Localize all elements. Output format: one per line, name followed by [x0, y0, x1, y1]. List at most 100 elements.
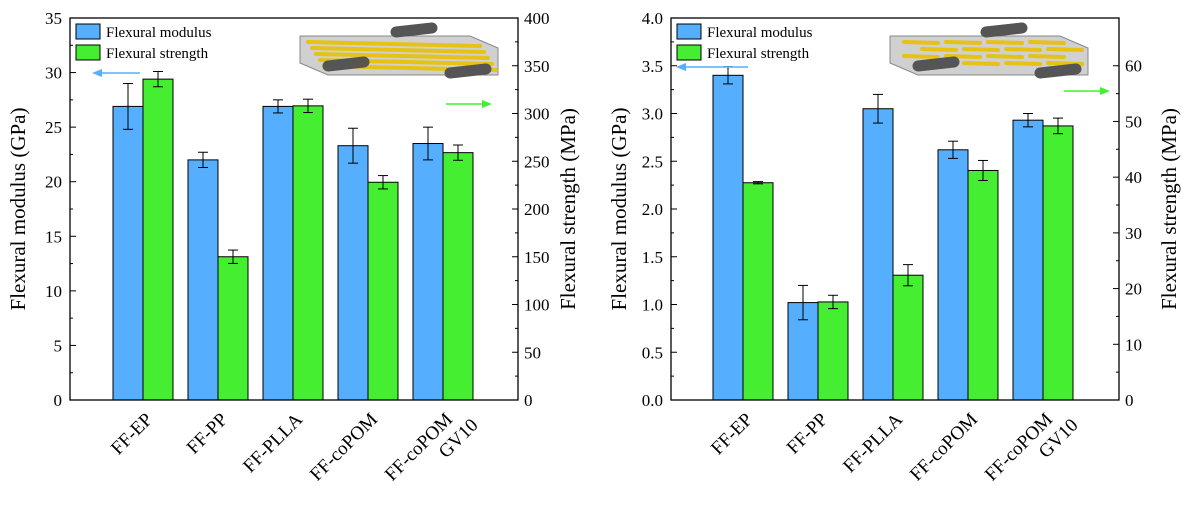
- error-bar-modulus-4: [348, 127, 358, 164]
- x-tick-label: FF-EP: [707, 409, 757, 459]
- x-tick-label-group: FF-PLLA: [239, 409, 307, 477]
- y-tick-label-left: 0.0: [642, 391, 663, 410]
- inset-roller-1: [980, 22, 1028, 38]
- error-bar-strength-4: [378, 175, 388, 190]
- x-tick-label-line: FF-coPOM: [306, 409, 382, 485]
- y-tick-label-right: 350: [524, 57, 550, 76]
- x-tick-label-group: FF-coPOMGV10: [381, 399, 483, 501]
- inset-fiber-segment: [986, 40, 1024, 45]
- y-tick-label-left: 10: [45, 282, 62, 301]
- x-tick-label: FF-EP: [107, 409, 157, 459]
- y-tick-label-right: 300: [524, 105, 550, 124]
- legend-swatch-modulus: [676, 23, 702, 40]
- inset-fiber: [310, 46, 486, 54]
- x-tick-label-line: FF-PLLA: [839, 409, 907, 477]
- y-tick-label-left: 15: [45, 227, 62, 246]
- legend-swatch-modulus: [75, 23, 101, 40]
- y-tick-label-right: 20: [1125, 280, 1142, 299]
- y-axis-title-right: Flexural strength (MPa): [556, 108, 580, 310]
- inset-fiber-segment: [944, 40, 982, 45]
- bar-modulus-4: [337, 145, 369, 401]
- arrow-right-icon: [482, 100, 492, 108]
- legend: Flexural modulus Flexural strength: [676, 23, 813, 62]
- bar-modulus-1: [712, 74, 744, 401]
- bar-strength-5: [442, 152, 474, 401]
- error-bar-modulus-2: [798, 284, 808, 321]
- arrow-right-icon: [1100, 87, 1110, 95]
- bar-strength-5: [1042, 125, 1074, 401]
- x-tick-label-line: FF-PLLA: [239, 409, 307, 477]
- bar-strength-3: [892, 274, 924, 401]
- y-tick-label-right: 50: [524, 343, 541, 362]
- y-tick-label-left: 1.5: [642, 248, 663, 267]
- bar-modulus-3: [262, 105, 294, 401]
- arrow-left-icon: [676, 63, 686, 71]
- y-tick-label-left: 5: [54, 336, 63, 355]
- bar-strength-2: [217, 256, 249, 401]
- y-tick-label-left: 0.5: [642, 343, 663, 362]
- y-tick-label-left: 2.0: [642, 200, 663, 219]
- x-tick-label-line: FF-EP: [107, 409, 157, 459]
- y-tick-label-left: 0: [54, 391, 63, 410]
- inset-fiber-schematic: [299, 22, 499, 79]
- bar-modulus-1: [112, 105, 144, 401]
- x-tick-label-group: FF-PP: [183, 409, 232, 458]
- y-axis-title-left: Flexural modulus (GPa): [607, 108, 631, 311]
- inset-roller-3: [1034, 63, 1082, 79]
- chart-panel-1: 05101520253035050100150200250300350400FF…: [6, 9, 580, 501]
- y-tick-label-left: 3.5: [642, 57, 663, 76]
- x-tick-label-line: FF-coPOM: [906, 409, 982, 485]
- x-tick-label-group: FF-PP: [783, 409, 832, 458]
- x-tick-label: FF-coPOMGV10: [381, 399, 483, 501]
- bar-modulus-5: [1012, 119, 1044, 401]
- inset-fiber-segment: [902, 40, 940, 45]
- error-bar-strength-3: [303, 98, 313, 114]
- bar-strength-4: [367, 181, 399, 401]
- x-tick-label-line: FF-PP: [783, 409, 832, 458]
- x-tick-label: FF-coPOMGV10: [981, 399, 1083, 501]
- error-bar-modulus-3: [873, 93, 883, 124]
- y-tick-label-left: 1.0: [642, 296, 663, 315]
- legend-label-modulus: Flexural modulus: [106, 25, 212, 41]
- y-tick-label-right: 200: [524, 200, 550, 219]
- x-tick-label: FF-PP: [783, 409, 832, 458]
- axis-arrows: [92, 69, 492, 108]
- inset-fiber-segment: [1046, 47, 1084, 52]
- y-tick-label-left: 25: [45, 118, 62, 137]
- y-tick-label-right: 250: [524, 152, 550, 171]
- y-tick-label-right: 0: [524, 391, 533, 410]
- error-bar-strength-1: [753, 181, 763, 185]
- bar-modulus-3: [862, 108, 894, 401]
- y-tick-label-right: 30: [1125, 224, 1142, 243]
- x-tick-label-group: FF-EP: [107, 409, 157, 459]
- error-bar-modulus-4: [948, 140, 958, 159]
- bar-strength-1: [742, 182, 774, 401]
- error-bar-strength-2: [228, 249, 238, 264]
- inset-fiber-segment: [1004, 47, 1042, 52]
- y-tick-label-right: 150: [524, 248, 550, 267]
- legend-swatch-strength: [676, 44, 702, 61]
- inset-fiber-segment: [1028, 54, 1066, 59]
- legend-label-strength: Flexural strength: [707, 46, 810, 62]
- error-bar-modulus-2: [198, 151, 208, 169]
- legend: Flexural modulus Flexural strength: [75, 23, 212, 62]
- inset-roller-3: [444, 63, 492, 79]
- inset-fiber-schematic: [889, 22, 1089, 79]
- bar-strength-4: [967, 169, 999, 401]
- error-bar-strength-4: [978, 159, 988, 182]
- x-tick-label-group: FF-EP: [707, 409, 757, 459]
- x-tick-label: FF-PLLA: [839, 409, 907, 477]
- y-tick-label-left: 20: [45, 173, 62, 192]
- bar-strength-3: [292, 105, 324, 401]
- x-tick-label-group: FF-coPOM: [306, 409, 382, 485]
- x-tick-label-group: FF-coPOMGV10: [981, 399, 1083, 501]
- bar-modulus-5: [412, 143, 444, 401]
- legend-swatch-strength: [75, 44, 101, 61]
- x-tick-label: FF-coPOM: [306, 409, 382, 485]
- inset-roller-2: [912, 56, 960, 72]
- inset-roller-2: [322, 56, 370, 72]
- error-bar-strength-3: [903, 264, 913, 287]
- inset-fiber-segment: [944, 54, 982, 59]
